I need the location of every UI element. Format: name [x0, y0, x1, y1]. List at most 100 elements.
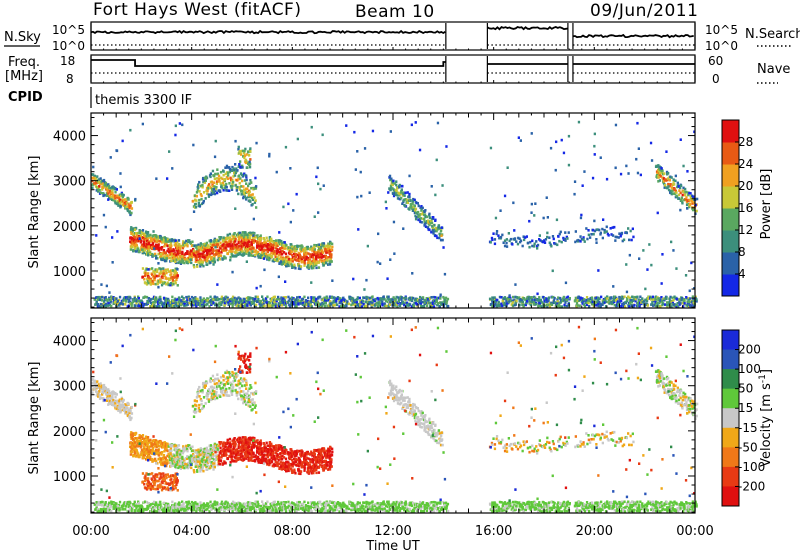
power-pixel [498, 236, 501, 240]
power-pixel [238, 163, 241, 166]
power-pixel [148, 236, 151, 239]
power-pixel [274, 305, 278, 308]
power-pixel [255, 185, 258, 188]
power-pixel [354, 303, 357, 307]
power-pixel [630, 238, 633, 242]
power-pixel [436, 303, 439, 307]
power-pixel [495, 298, 498, 302]
power-pixel [623, 295, 626, 299]
power-pixel [610, 296, 613, 299]
power-pixel [324, 301, 327, 305]
power-pixel [307, 258, 310, 262]
power-pixel [159, 240, 162, 243]
power-pixel [536, 243, 540, 247]
power-pixel [439, 233, 442, 236]
power-pixel [262, 248, 266, 252]
power-pixel [238, 188, 241, 191]
power-pixel [431, 225, 434, 228]
power-pixel [430, 230, 433, 234]
power-pixel [552, 301, 555, 305]
power-pixel [197, 299, 200, 303]
power-pixel [106, 304, 110, 307]
power-pixel [514, 295, 517, 299]
power-pixel [673, 188, 676, 191]
power-pixel [363, 288, 366, 291]
power-pixel [225, 175, 228, 179]
power-pixel [663, 186, 666, 189]
power-pixel [134, 197, 137, 201]
power-pixel [627, 172, 630, 175]
power-pixel [233, 174, 237, 177]
power-pixel [201, 261, 204, 264]
power-pixel [530, 132, 533, 135]
power-pixel [416, 202, 419, 205]
power-pixel [419, 295, 422, 299]
power-pixel [176, 274, 179, 277]
power-pixel [230, 247, 233, 250]
power-pixel [124, 200, 128, 204]
power-pixel [654, 295, 658, 299]
power-pixel [183, 241, 186, 244]
power-pixel [398, 192, 401, 195]
power-pixel [268, 236, 271, 239]
power-pixel [217, 177, 221, 181]
power-pixel [234, 237, 237, 241]
power-pixel [160, 254, 163, 258]
power-pixel [147, 252, 150, 256]
power-pixel [656, 211, 659, 215]
power-pixel [513, 298, 516, 302]
power-pixel [413, 211, 416, 215]
power-pixel [303, 259, 306, 262]
power-pixel [321, 255, 324, 259]
power-pixel [679, 302, 682, 305]
power-pixel [546, 216, 549, 219]
power-pixel [691, 295, 694, 298]
power-pixel [243, 195, 247, 198]
power-pixel [263, 268, 266, 272]
power-pixel [682, 298, 686, 301]
power-pixel [315, 266, 318, 270]
power-pixel [263, 252, 266, 256]
power-pixel [232, 301, 235, 305]
power-pixel [256, 250, 260, 254]
power-pixel [596, 228, 599, 231]
power-colorbar-swatch [722, 252, 739, 275]
power-pixel [607, 234, 610, 237]
power-pixel [565, 235, 568, 239]
power-pixel [323, 296, 326, 300]
power-pixel [162, 267, 165, 270]
power-pixel [164, 269, 167, 273]
power-pixel [182, 297, 185, 300]
power-pixel [418, 214, 421, 217]
power-pixel [112, 185, 115, 189]
power-pixel [111, 297, 114, 300]
power-pixel [670, 305, 673, 308]
power-pixel [426, 215, 429, 219]
power-pixel [406, 303, 409, 307]
power-pixel [595, 238, 598, 241]
power-pixel [429, 221, 432, 225]
power-pixel [587, 229, 590, 232]
power-pixel [147, 253, 150, 257]
power-pixel [289, 251, 292, 255]
power-pixel [423, 217, 426, 221]
power-pixel [267, 239, 270, 242]
power-pixel [189, 254, 192, 257]
power-pixel [175, 272, 178, 275]
power-pixel [674, 174, 677, 178]
power-pixel [524, 298, 527, 301]
power-pixel [179, 260, 182, 263]
power-pixel [159, 279, 162, 282]
power-pixel [121, 139, 124, 143]
power-pixel [320, 256, 323, 259]
power-pixel [110, 195, 113, 199]
velocity-pixel [144, 442, 147, 445]
power-pixel [675, 267, 678, 270]
power-pixel [239, 151, 242, 154]
power-pixel [166, 281, 169, 284]
velocity-pixel [133, 442, 136, 446]
power-pixel [596, 301, 599, 304]
power-pixel [494, 302, 497, 306]
power-pixel [188, 258, 191, 262]
power-pixel [412, 296, 415, 300]
